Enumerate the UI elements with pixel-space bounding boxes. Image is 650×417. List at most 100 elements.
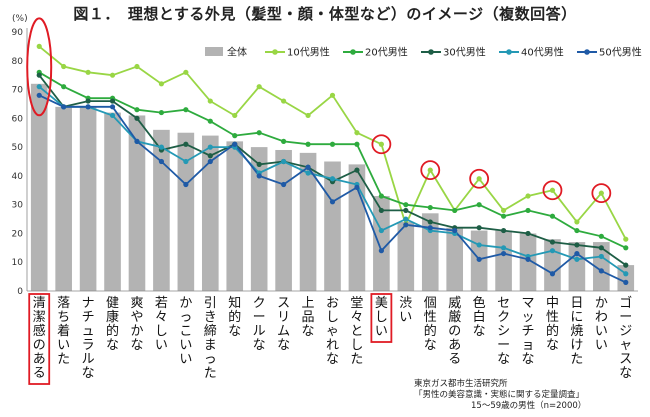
- point-50代男性-おしゃれな: [329, 199, 336, 205]
- category-label: 色白な: [473, 295, 486, 339]
- bar-清潔感のある: [30, 83, 48, 291]
- point-50代男性-健康的な: [109, 104, 116, 110]
- point-40代男性-おしゃれな: [329, 176, 336, 182]
- point-20代男性-威厳のある: [452, 207, 458, 214]
- point-20代男性-マッチョな: [525, 207, 531, 214]
- point-20代男性-美しい: [378, 193, 384, 199]
- point-20代男性-日に焼けた: [574, 227, 580, 234]
- point-40代男性-色白な: [476, 242, 482, 248]
- y-axis-unit: (%): [12, 14, 28, 24]
- point-30代男性-日に焼けた: [574, 242, 580, 248]
- point-40代男性-かっこいい: [183, 158, 189, 165]
- point-50代男性-セクシーな: [500, 250, 507, 257]
- bar-爽やかな: [128, 115, 146, 291]
- point-20代男性-引き締まった: [207, 118, 213, 124]
- point-30代男性-個性的な: [427, 219, 433, 225]
- y-tick-label: 30: [12, 201, 24, 211]
- point-10代男性-知的な: [232, 112, 238, 119]
- point-30代男性-引き締まった: [207, 153, 213, 159]
- point-30代男性-ナチュラルな: [85, 98, 91, 104]
- point-50代男性-中性的な: [549, 271, 556, 277]
- bar-知的な: [226, 141, 244, 291]
- category-label: 個性的な: [424, 296, 437, 353]
- category-label: スリムな: [277, 296, 290, 353]
- category-label: 堂々とした: [350, 296, 363, 367]
- category-label: ナチュラルな: [82, 296, 95, 381]
- point-10代男性-マッチョな: [525, 193, 531, 199]
- legend-label-40代男性: 40代男性: [521, 46, 564, 59]
- point-20代男性-知的な: [232, 133, 238, 139]
- point-20代男性-上品な: [305, 141, 311, 147]
- point-30代男性-健康的な: [109, 98, 116, 104]
- highlight-box-美しい: [370, 293, 393, 343]
- point-50代男性-色白な: [476, 256, 482, 262]
- point-30代男性-渋い: [403, 207, 409, 214]
- point-10代男性-若々しい: [158, 81, 165, 87]
- category-label: セクシーな: [497, 296, 510, 367]
- legend-swatch-全体: [205, 47, 223, 56]
- source-line-2: 「男性の美容意識・実態に関する定量調査」: [414, 389, 584, 400]
- y-tick-label: 0: [17, 287, 23, 297]
- category-label: 渋い: [399, 296, 412, 325]
- point-30代男性-中性的な: [549, 239, 556, 245]
- highlight-circle-色白な: [469, 168, 490, 189]
- bar-おしゃれな: [324, 161, 341, 291]
- point-50代男性-クールな: [256, 173, 262, 179]
- bar-上品な: [299, 152, 317, 291]
- x-axis-categories: 清潔感のある落ち着いたナチュラルな健康的な爽やかな若々しいかっこいい引き締まった…: [33, 295, 633, 381]
- point-50代男性-爽やかな: [134, 138, 140, 144]
- point-10代男性-清潔感のある: [36, 43, 42, 49]
- category-label: 清潔感のある: [33, 296, 46, 381]
- point-40代男性-ゴージャスな: [623, 271, 629, 277]
- chart-title: 図１． 理想とする外見（髪型・顔・体型など）のイメージ（複数回答）: [73, 5, 577, 23]
- point-10代男性-美しい: [378, 141, 384, 147]
- point-40代男性-若々しい: [158, 144, 165, 150]
- point-10代男性-健康的な: [109, 72, 116, 78]
- point-40代男性-美しい: [378, 227, 384, 234]
- point-10代男性-かっこいい: [183, 69, 189, 75]
- category-label: 落ち着いた: [57, 296, 70, 367]
- bar-渋い: [397, 221, 415, 291]
- point-50代男性-個性的な: [427, 225, 433, 231]
- point-50代男性-引き締まった: [207, 158, 213, 165]
- legend-label-30代男性: 30代男性: [443, 46, 486, 59]
- bar-日に焼けた: [568, 242, 586, 291]
- point-20代男性-スリムな: [281, 138, 287, 144]
- point-20代男性-かっこいい: [183, 107, 189, 113]
- category-label: 威厳のある: [448, 296, 461, 367]
- source-line-1: 東京ガス都市生活研究所: [414, 378, 508, 389]
- category-label: 爽やかな: [130, 296, 143, 353]
- point-20代男性-落ち着いた: [61, 84, 67, 90]
- point-10代男性-スリムな: [281, 98, 287, 104]
- point-50代男性-日に焼けた: [574, 250, 580, 257]
- point-20代男性-おしゃれな: [329, 141, 336, 147]
- point-10代男性-日に焼けた: [574, 219, 580, 225]
- bar-落ち着いた: [55, 106, 72, 291]
- point-40代男性-引き締まった: [207, 144, 213, 150]
- y-tick-label: 80: [12, 57, 24, 67]
- point-50代男性-ナチュラルな: [85, 104, 91, 110]
- point-40代男性-セクシーな: [500, 245, 507, 251]
- point-40代男性-渋い: [403, 216, 409, 222]
- point-20代男性-堂々とした: [354, 141, 360, 147]
- bars-layer: [30, 83, 635, 291]
- bar-かっこいい: [177, 132, 195, 291]
- point-20代男性-色白な: [476, 202, 482, 208]
- point-10代男性-落ち着いた: [61, 63, 67, 70]
- highlight-circle-美しい: [371, 134, 392, 155]
- point-50代男性-落ち着いた: [61, 104, 67, 110]
- point-10代男性-色白な: [476, 176, 482, 182]
- point-10代男性-ゴージャスな: [623, 236, 629, 242]
- category-label: ゴージャスな: [619, 295, 632, 381]
- point-30代男性-美しい: [378, 207, 384, 214]
- point-20代男性-中性的な: [549, 213, 556, 219]
- legend-label-全体: 全体: [227, 46, 247, 59]
- point-50代男性-スリムな: [281, 181, 287, 188]
- point-40代男性-中性的な: [549, 248, 556, 254]
- highlight-circle-かわいい: [591, 183, 612, 204]
- point-40代男性-スリムな: [281, 158, 287, 165]
- category-label: 知的な: [228, 295, 241, 339]
- bar-美しい: [373, 196, 390, 291]
